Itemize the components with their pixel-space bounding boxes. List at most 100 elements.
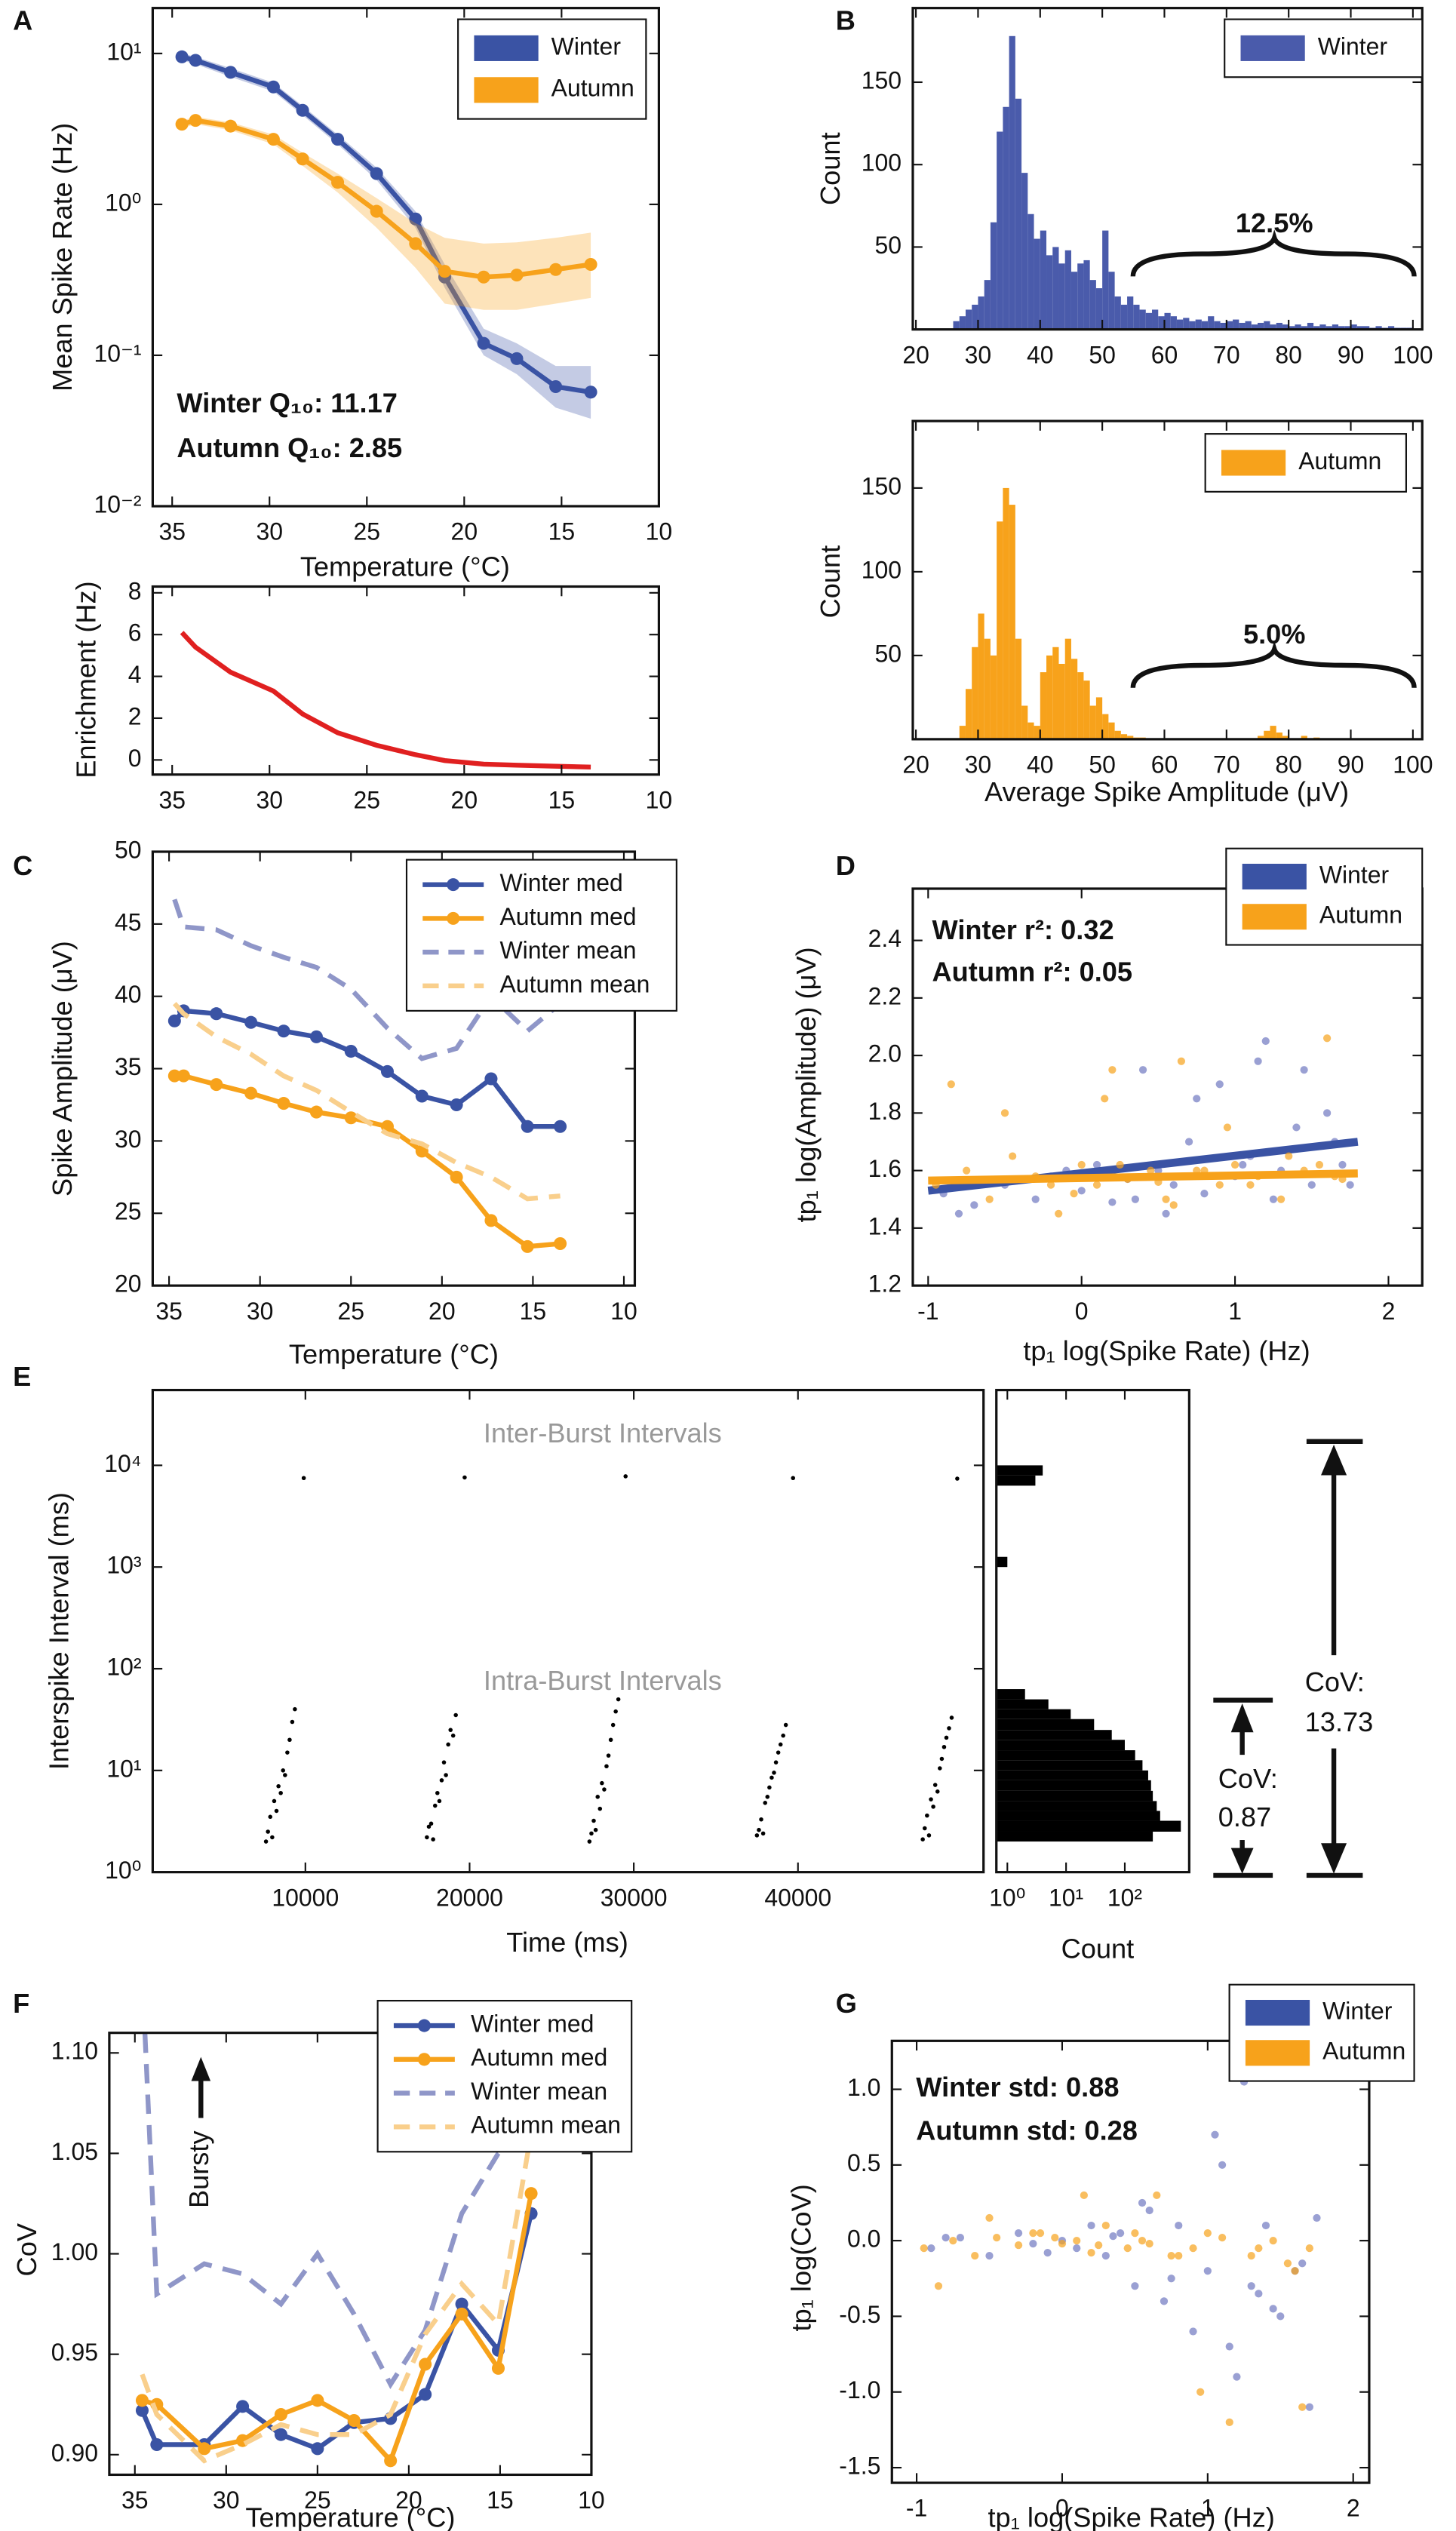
histogram-bar: [1077, 263, 1084, 330]
x-tick-label: 2: [1347, 2495, 1360, 2522]
point: [287, 1737, 292, 1743]
point: [1269, 2237, 1277, 2245]
point: [1261, 1037, 1270, 1046]
annotation: CoV:: [1218, 1763, 1278, 1794]
histogram-bar: [1064, 638, 1071, 739]
point: [1196, 2388, 1205, 2396]
marker: [135, 2404, 149, 2417]
y-tick-label: 50: [875, 232, 902, 259]
marker: [370, 167, 383, 180]
x-tick-label: -1: [906, 2495, 927, 2522]
marker: [274, 2408, 287, 2422]
marker: [266, 80, 280, 94]
point: [1203, 2267, 1212, 2275]
point: [1291, 2267, 1299, 2275]
marker: [296, 152, 309, 166]
point: [1029, 2240, 1037, 2248]
x-tick-label: 90: [1338, 751, 1365, 779]
x-tick-label: 25: [354, 786, 381, 813]
point: [1300, 1066, 1308, 1074]
histogram-bar: [1034, 238, 1040, 330]
legend: Winter med Autumn med Winter mean Autumn me…: [405, 859, 677, 1012]
point: [431, 1837, 435, 1841]
point: [450, 1733, 456, 1738]
point: [616, 1697, 621, 1702]
histogram-bar: [1077, 672, 1084, 739]
x-tick-label: 30: [965, 751, 992, 779]
histogram-bar: [1058, 663, 1065, 739]
histogram-bar: [1264, 730, 1270, 739]
histogram-bar: [972, 304, 978, 330]
histogram-bar: [1258, 322, 1264, 330]
point: [1092, 1160, 1101, 1169]
y-tick-label: -0.5: [839, 2301, 880, 2328]
histogram-bar: [996, 1770, 1148, 1780]
legend-marker: [447, 878, 460, 892]
x-tick-label: 35: [155, 1298, 183, 1325]
histogram-bar: [996, 1719, 1095, 1731]
x-axis-label: Count: [1061, 1934, 1135, 1964]
point: [1153, 2191, 1161, 2200]
marker: [210, 1078, 223, 1092]
point: [1211, 2130, 1219, 2139]
histogram-bar: [965, 689, 972, 739]
point: [920, 1837, 925, 1841]
point: [971, 2252, 979, 2260]
y-tick-label: 10⁰: [105, 1857, 141, 1884]
x-axis-label: Temperature (°C): [245, 2502, 455, 2531]
point: [606, 1753, 611, 1758]
histogram-bar: [1034, 726, 1040, 739]
point: [949, 1715, 954, 1720]
plot-area: [135, 2032, 538, 2468]
x-tick-label: 10: [610, 1298, 637, 1325]
point: [956, 2233, 965, 2242]
point: [1177, 1057, 1186, 1065]
x-tick-label: 10: [578, 2486, 605, 2514]
point: [1230, 1160, 1239, 1169]
marker: [331, 176, 345, 189]
point: [1046, 1181, 1055, 1189]
histogram-bar: [1108, 272, 1115, 330]
point: [435, 1790, 440, 1795]
legend-label: Winter: [1318, 32, 1388, 60]
histogram-bar: [1189, 321, 1196, 330]
point: [1147, 1166, 1155, 1175]
point: [1108, 1198, 1117, 1206]
annotation: 0.87: [1218, 1801, 1271, 1832]
histogram-bar: [1145, 312, 1153, 330]
point: [283, 1773, 287, 1777]
histogram-bar: [1027, 722, 1034, 739]
legend: Winter Autumn: [457, 18, 647, 120]
point: [1233, 2373, 1241, 2381]
point: [1029, 2228, 1037, 2238]
histogram-bar: [1307, 322, 1314, 330]
histogram-bar: [996, 1475, 1036, 1486]
plot-area: [920, 2078, 1321, 2426]
histogram-bar: [996, 1465, 1043, 1476]
point: [985, 1195, 994, 1203]
histogram-bar: [984, 280, 991, 330]
point: [1014, 2228, 1023, 2238]
y-tick-label: 0.5: [847, 2149, 880, 2176]
marker: [380, 1064, 395, 1078]
legend-label: Autumn med: [500, 903, 637, 930]
point: [608, 1737, 613, 1743]
y-tick-label: 150: [862, 66, 902, 94]
histogram-bar: [1270, 324, 1276, 330]
plot-area: [175, 50, 597, 419]
histogram-bar: [959, 726, 966, 739]
point: [1184, 1138, 1193, 1146]
point: [1200, 1190, 1209, 1198]
histogram-bar: [1344, 326, 1351, 330]
histogram-bar: [1325, 326, 1332, 330]
y-tick-label: 150: [862, 472, 902, 499]
legend-label: Autumn mean: [500, 970, 650, 997]
point: [941, 1744, 947, 1749]
point: [591, 1818, 596, 1823]
x-tick-label: 30: [256, 518, 283, 545]
point: [920, 2244, 928, 2253]
point: [769, 1775, 774, 1780]
legend: Autumn: [1204, 433, 1407, 493]
point: [1215, 1080, 1224, 1089]
marker: [370, 204, 383, 218]
